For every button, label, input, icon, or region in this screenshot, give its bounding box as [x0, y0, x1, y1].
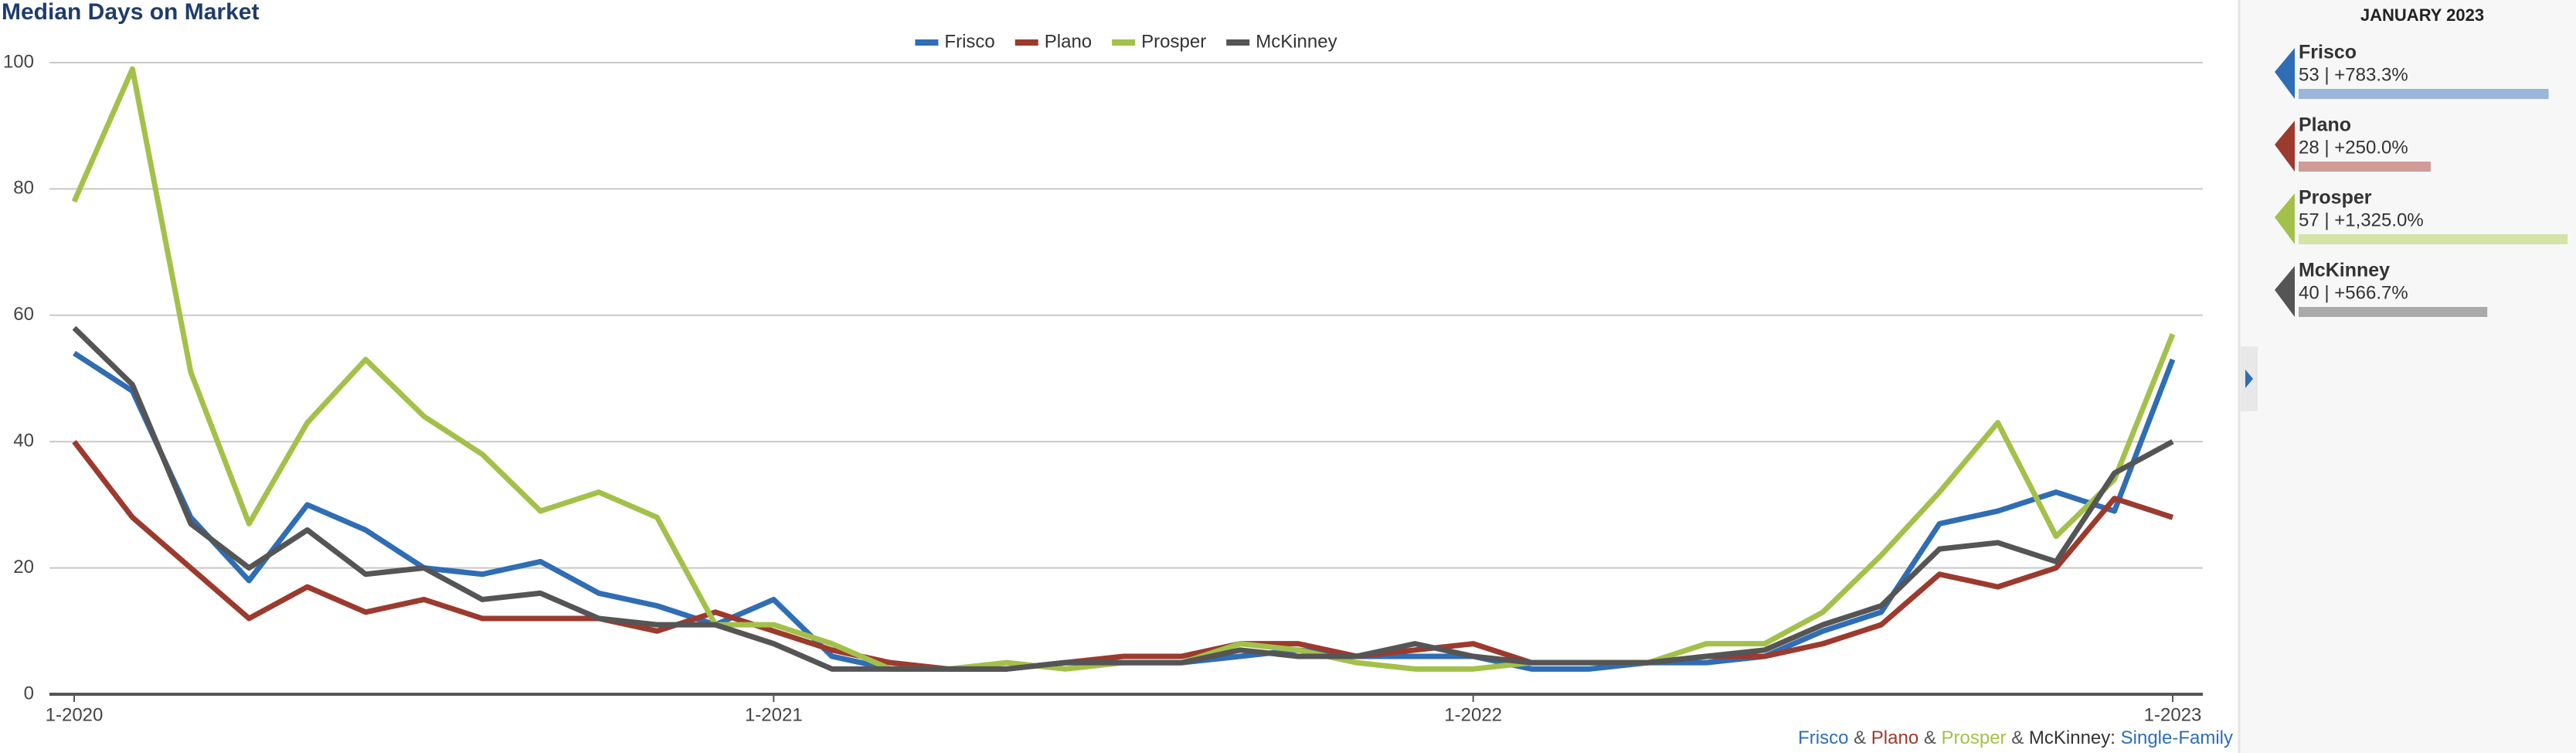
panel-bar [2299, 89, 2549, 99]
x-tick-label: 1-2022 [1444, 704, 1502, 725]
panel-item-name: Frisco [2299, 42, 2357, 63]
panel-item-label: 28 | +250.0% [2299, 137, 2408, 158]
footer-part: Prosper [1942, 727, 2007, 748]
panel-item-label: 53 | +783.3% [2299, 64, 2408, 85]
panel-bar [2299, 234, 2568, 244]
panel-item-name: Plano [2299, 114, 2351, 136]
panel-marker [2275, 121, 2295, 172]
toggle-arrow [2245, 370, 2253, 388]
legend-swatch [915, 39, 939, 46]
panel-bar [2299, 162, 2431, 172]
series-line [73, 350, 2176, 672]
legend-swatch [1112, 39, 1136, 46]
footer-part: Single-Family [2121, 727, 2233, 748]
x-tick-label: 1-2023 [2144, 704, 2202, 725]
y-tick-label: 80 [13, 178, 34, 199]
panel-bar [2299, 307, 2488, 317]
footer-part: & [2007, 727, 2029, 748]
panel-marker [2275, 193, 2295, 244]
footer-part: Plano [1871, 727, 1918, 748]
legend-label: McKinney [1256, 31, 1337, 52]
series-line [71, 66, 2176, 672]
footer-part: & [1848, 727, 1871, 748]
panel-item-name: McKinney [2299, 260, 2390, 281]
footer-part: Frisco [1798, 727, 1848, 748]
series-line [72, 440, 2174, 672]
x-tick-label: 1-2020 [46, 704, 104, 725]
y-tick-label: 100 [3, 51, 34, 72]
panel-marker [2275, 48, 2295, 99]
y-tick-label: 0 [24, 683, 34, 704]
footer-part: & [1918, 727, 1941, 748]
legend-swatch [1226, 39, 1250, 46]
panel-marker [2275, 266, 2295, 317]
side-panel [2239, 0, 2576, 753]
y-tick-label: 60 [13, 304, 34, 325]
chart-title: Median Days on Market [2, 0, 259, 25]
panel-item-label: 40 | +566.7% [2299, 282, 2408, 303]
legend-swatch [1014, 39, 1038, 46]
footer-part: : [2110, 727, 2120, 748]
y-tick-label: 20 [13, 557, 34, 578]
series-line [72, 325, 2174, 672]
y-tick-label: 40 [13, 431, 34, 451]
footer-part: McKinney [2029, 727, 2110, 748]
legend-label: Frisco [944, 31, 994, 52]
legend-label: Prosper [1141, 31, 1206, 52]
legend-label: Plano [1045, 31, 1092, 52]
panel-item-name: Prosper [2299, 187, 2372, 209]
legend: Frisco Plano Prosper McKinney [915, 31, 1337, 52]
footer: Frisco & Plano & Prosper & McKinney: Sin… [1798, 727, 2233, 748]
panel-title: JANUARY 2023 [2360, 5, 2484, 25]
panel-item-label: 57 | +1,325.0% [2299, 210, 2424, 230]
x-tick-label: 1-2021 [745, 704, 803, 725]
